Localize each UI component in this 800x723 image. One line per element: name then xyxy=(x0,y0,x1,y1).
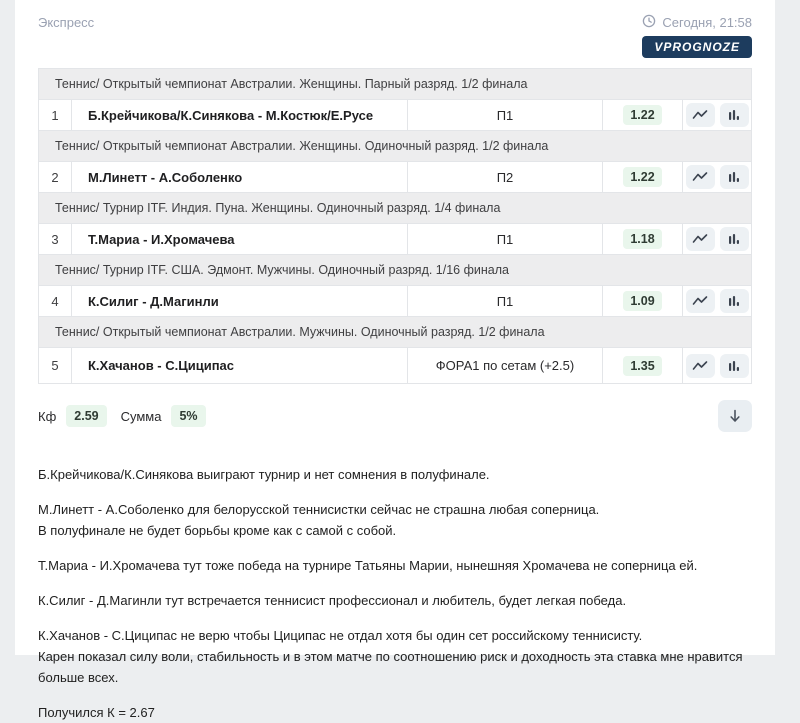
line-chart-icon xyxy=(692,296,708,305)
line-chart-icon xyxy=(692,234,708,243)
bar-chart-icon xyxy=(729,172,739,182)
league-header: Теннис/ Открытый чемпионат Австралии. Же… xyxy=(39,131,751,162)
row-actions xyxy=(683,224,751,254)
analysis-line: В полуфинале не будет борьбы кроме как с… xyxy=(38,523,397,538)
analysis-paragraph: Б.Крейчикова/К.Синякова выиграют турнир … xyxy=(38,464,752,485)
bar-chart-button[interactable] xyxy=(719,227,749,251)
league-header: Теннис/ Турнир ITF. Индия. Пуна. Женщины… xyxy=(39,193,751,224)
card-header: Экспресс Сегодня, 21:58 xyxy=(38,0,752,30)
analysis-paragraph: К.Хачанов - С.Циципас не верю чтобы Цици… xyxy=(38,625,752,688)
bet-row: 3 Т.Мариа - И.Хромачева П1 1.18 xyxy=(39,224,751,255)
odds-badge: 1.35 xyxy=(623,355,662,376)
analysis-line: Карен показал силу воли, стабильность и … xyxy=(38,649,743,685)
line-chart-button[interactable] xyxy=(685,289,715,313)
row-actions xyxy=(683,162,751,192)
bet-type: П1 xyxy=(408,100,603,130)
bar-chart-button[interactable] xyxy=(719,103,749,127)
line-chart-icon xyxy=(692,110,708,119)
download-button[interactable] xyxy=(718,400,752,432)
odds-badge: 1.09 xyxy=(623,291,662,311)
page-title: Экспресс xyxy=(38,14,95,30)
bar-chart-button[interactable] xyxy=(719,289,749,313)
odds-cell: 1.35 xyxy=(603,348,683,383)
line-chart-button[interactable] xyxy=(685,227,715,251)
odds-cell: 1.22 xyxy=(603,162,683,192)
bet-row: 5 К.Хачанов - С.Циципас ФОРА1 по сетам (… xyxy=(39,348,751,384)
bet-number: 1 xyxy=(39,100,72,130)
odds-cell: 1.18 xyxy=(603,224,683,254)
bet-row: 1 Б.Крейчикова/К.Синякова - М.Костюк/Е.Р… xyxy=(39,100,751,131)
odds-badge: 1.22 xyxy=(623,105,662,125)
bet-number: 3 xyxy=(39,224,72,254)
bar-chart-button[interactable] xyxy=(719,165,749,189)
analysis-paragraph: М.Линетт - А.Соболенко для белорусской т… xyxy=(38,499,752,541)
brand-row: VPROGNOZE xyxy=(38,36,752,58)
line-chart-icon xyxy=(692,172,708,181)
odds-badge: 1.18 xyxy=(623,229,662,249)
sum-value-badge: 5% xyxy=(171,405,206,427)
bet-number: 5 xyxy=(39,348,72,383)
odds-badge: 1.22 xyxy=(623,167,662,187)
bet-number: 4 xyxy=(39,286,72,316)
timestamp: Сегодня, 21:58 xyxy=(642,14,752,31)
analysis-line: Б.Крейчикова/К.Синякова выиграют турнир … xyxy=(38,467,490,482)
row-actions xyxy=(683,348,751,383)
event-name: М.Линетт - А.Соболенко xyxy=(72,162,408,192)
event-name: Т.Мариа - И.Хромачева xyxy=(72,224,408,254)
analysis-paragraph: Получился К = 2.67 xyxy=(38,702,752,723)
event-name: К.Силиг - Д.Магинли xyxy=(72,286,408,316)
odds-cell: 1.09 xyxy=(603,286,683,316)
bar-chart-icon xyxy=(729,234,739,244)
analysis-paragraph: Т.Мариа - И.Хромачева тут тоже победа на… xyxy=(38,555,752,576)
sum-label: Сумма xyxy=(120,408,162,424)
download-arrow-icon xyxy=(730,409,740,422)
summary-bar: Кф 2.59 Сумма 5% xyxy=(38,400,752,432)
analysis-text: Б.Крейчикова/К.Синякова выиграют турнир … xyxy=(38,464,752,723)
line-chart-icon xyxy=(692,360,708,370)
bet-row: 2 М.Линетт - А.Соболенко П2 1.22 xyxy=(39,162,751,193)
row-actions xyxy=(683,100,751,130)
row-actions xyxy=(683,286,751,316)
event-name: Б.Крейчикова/К.Синякова - М.Костюк/Е.Рус… xyxy=(72,100,408,130)
bar-chart-icon xyxy=(729,296,739,306)
line-chart-button[interactable] xyxy=(685,165,715,189)
league-header: Теннис/ Открытый чемпионат Австралии. Же… xyxy=(39,69,751,100)
league-header: Теннис/ Турнир ITF. США. Эдмонт. Мужчины… xyxy=(39,255,751,286)
bet-type: П1 xyxy=(408,224,603,254)
analysis-line: М.Линетт - А.Соболенко для белорусской т… xyxy=(38,502,600,517)
bet-table: Теннис/ Открытый чемпионат Австралии. Же… xyxy=(38,68,752,384)
bet-type: П2 xyxy=(408,162,603,192)
bar-chart-icon xyxy=(729,110,739,120)
analysis-line: Получился К = 2.67 xyxy=(38,705,155,720)
brand-badge: VPROGNOZE xyxy=(642,36,752,58)
clock-icon xyxy=(642,14,656,31)
odds-cell: 1.22 xyxy=(603,100,683,130)
timestamp-label: Сегодня, 21:58 xyxy=(662,14,752,30)
bar-chart-icon xyxy=(729,360,739,371)
league-header: Теннис/ Открытый чемпионат Австралии. Му… xyxy=(39,317,751,348)
kf-value-badge: 2.59 xyxy=(66,405,107,427)
bet-row: 4 К.Силиг - Д.Магинли П1 1.09 xyxy=(39,286,751,317)
analysis-line: Т.Мариа - И.Хромачева тут тоже победа на… xyxy=(38,558,698,573)
kf-label: Кф xyxy=(38,408,57,424)
analysis-line: К.Силиг - Д.Магинли тут встречается тенн… xyxy=(38,593,627,608)
bet-number: 2 xyxy=(39,162,72,192)
line-chart-button[interactable] xyxy=(685,353,715,378)
bet-type: ФОРА1 по сетам (+2.5) xyxy=(408,348,603,383)
analysis-paragraph: К.Силиг - Д.Магинли тут встречается тенн… xyxy=(38,590,752,611)
bet-type: П1 xyxy=(408,286,603,316)
express-card: Экспресс Сегодня, 21:58 VPROGNOZE Теннис… xyxy=(15,0,775,720)
bar-chart-button[interactable] xyxy=(719,353,749,378)
event-name: К.Хачанов - С.Циципас xyxy=(72,348,408,383)
line-chart-button[interactable] xyxy=(685,103,715,127)
analysis-line: К.Хачанов - С.Циципас не верю чтобы Цици… xyxy=(38,628,643,643)
